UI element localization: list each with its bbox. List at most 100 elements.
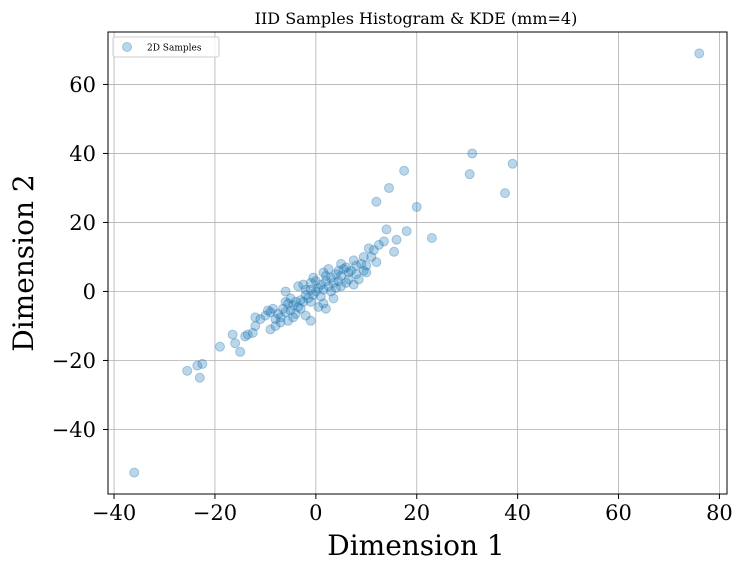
scatter-point [270, 314, 281, 325]
scatter-point [348, 279, 359, 290]
y-axis-ticks: −40 −20 0 20 40 60 [52, 73, 108, 442]
scatter-point [358, 251, 369, 262]
scatter-point [336, 281, 347, 292]
scatter-point [333, 265, 344, 276]
scatter-point [341, 277, 352, 288]
scatter-point [285, 305, 296, 316]
scatter-point [358, 265, 369, 276]
x-tick-label: 60 [605, 501, 632, 525]
scatter-point [290, 296, 301, 307]
scatter-point [194, 372, 205, 383]
scatter-point [293, 281, 304, 292]
scatter-point [240, 331, 251, 342]
scatter-point [285, 293, 296, 304]
scatter-point [383, 182, 394, 193]
scatter-point [275, 312, 286, 323]
x-tick-label: −20 [193, 501, 237, 525]
scatter-point [255, 314, 266, 325]
scatter-point [391, 234, 402, 245]
scatter-point [197, 358, 208, 369]
scatter-point [280, 286, 291, 297]
scatter-point [129, 467, 140, 478]
scatter-points [129, 48, 705, 478]
scatter-point [310, 286, 321, 297]
scatter-point [300, 289, 311, 300]
scatter-point [333, 276, 344, 287]
scatter-point [348, 255, 359, 266]
legend-box [112, 36, 220, 58]
y-tick-label: 20 [69, 211, 96, 235]
scatter-point [310, 276, 321, 287]
scatter-point [399, 165, 410, 176]
scatter-point [192, 360, 203, 371]
y-tick-label: 0 [83, 280, 96, 304]
scatter-point [346, 265, 357, 276]
scatter-point [325, 272, 336, 283]
y-tick-label: 40 [69, 142, 96, 166]
scatter-point [500, 188, 511, 199]
scatter-point [315, 279, 326, 290]
scatter-point [265, 307, 276, 318]
scatter-point [303, 293, 314, 304]
scatter-point [426, 232, 437, 243]
scatter-point [295, 295, 306, 306]
scatter-point [378, 236, 389, 247]
scatter-point [315, 291, 326, 302]
y-axis-label: Dimension 2 [7, 174, 40, 352]
scatter-point [366, 251, 377, 262]
scatter-point [343, 274, 354, 285]
scatter-point [235, 346, 246, 357]
scatter-point [305, 296, 316, 307]
scatter-point [507, 158, 518, 169]
scatter-point [363, 243, 374, 254]
legend: 2D Samples [112, 36, 220, 58]
scatter-point [250, 320, 261, 331]
scatter-point [182, 365, 193, 376]
scatter-point [338, 264, 349, 275]
scatter-point [308, 289, 319, 300]
scatter-point [331, 269, 342, 280]
scatter-point [328, 277, 339, 288]
scatter-point [290, 308, 301, 319]
scatter-point [265, 324, 276, 335]
scatter-point [227, 329, 238, 340]
scatter-point [320, 270, 331, 281]
scatter-point [273, 308, 284, 319]
scatter-point [313, 283, 324, 294]
scatter-point [308, 272, 319, 283]
scatter-point [336, 270, 347, 281]
scatter-point [351, 269, 362, 280]
scatter-point [411, 201, 422, 212]
y-tick-label: 60 [69, 73, 96, 97]
scatter-point [318, 267, 329, 278]
scatter-point [313, 301, 324, 312]
scatter-point [371, 257, 382, 268]
x-tick-label: −40 [92, 501, 136, 525]
scatter-point [694, 48, 705, 59]
scatter-point [260, 310, 271, 321]
scatter-point [323, 264, 334, 275]
scatter-point [389, 246, 400, 257]
scatter-point [305, 277, 316, 288]
scatter-point [305, 315, 316, 326]
scatter-point [331, 283, 342, 294]
scatter-point [373, 239, 384, 250]
scatter-point [305, 284, 316, 295]
scatter-point [343, 267, 354, 278]
scatter-point [323, 281, 334, 292]
plot-frame [107, 31, 728, 495]
scatter-point [361, 260, 372, 271]
scatter-point [356, 258, 367, 269]
chart-title: IID Samples Histogram & KDE (mm=4) [255, 9, 578, 28]
scatter-point [320, 276, 331, 287]
scatter-point [467, 148, 478, 159]
grid [108, 32, 727, 494]
x-tick-label: 20 [403, 501, 430, 525]
scatter-point [353, 274, 364, 285]
x-tick-label: 0 [309, 501, 322, 525]
scatter-point [320, 303, 331, 314]
scatter-point [280, 307, 291, 318]
scatter-point [278, 303, 289, 314]
y-tick-label: −40 [52, 418, 96, 442]
scatter-point [247, 327, 258, 338]
